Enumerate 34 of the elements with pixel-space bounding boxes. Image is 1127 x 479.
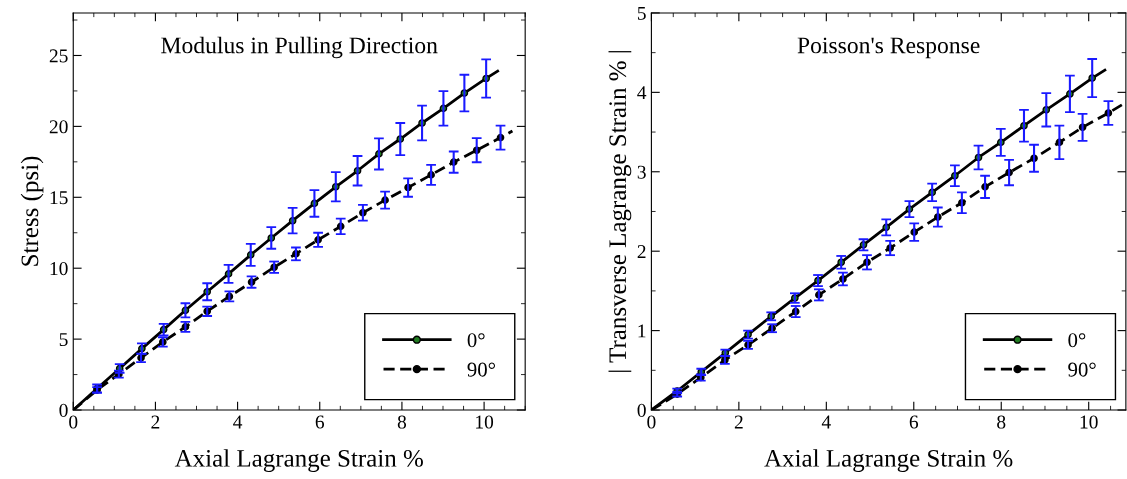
legend-label: 0° xyxy=(1068,333,1086,348)
text: Modulus in Pulling Direction xyxy=(161,36,438,59)
y-tick-label: 4 xyxy=(637,86,647,100)
y-tick-label: 25 xyxy=(49,49,68,63)
x-tick-label: 6 xyxy=(315,415,325,429)
x-tick-label: 2 xyxy=(151,415,160,429)
text: Poisson's Response xyxy=(797,37,980,59)
legend-label: 0° xyxy=(467,333,485,348)
y-axis-title: | Transverse Lagrange Strain % | xyxy=(608,51,632,372)
x-tick-label: 0 xyxy=(647,415,656,429)
x-tick-label: 2 xyxy=(734,415,743,429)
legend-label: 90° xyxy=(1068,362,1096,377)
y-axis-title: Stress (psi) xyxy=(20,156,44,266)
x-axis-title: Axial Lagrange Strain % xyxy=(174,449,423,472)
x-axis-title: Axial Lagrange Strain % xyxy=(764,449,1013,472)
y-tick-label: 5 xyxy=(637,6,646,20)
x-tick-label: 6 xyxy=(909,415,919,429)
x-tick-label: 10 xyxy=(476,415,494,429)
y-tick-label: 1 xyxy=(638,324,646,338)
x-tick-label: 4 xyxy=(233,415,243,429)
x-tick-label: 10 xyxy=(1080,415,1098,429)
y-tick-label: 2 xyxy=(637,245,646,258)
x-tick-label: 8 xyxy=(397,415,407,429)
y-tick-label: 3 xyxy=(637,165,646,179)
x-tick-label: 8 xyxy=(997,415,1006,429)
y-tick-label: 10 xyxy=(50,262,68,276)
y-tick-label: 0 xyxy=(59,403,68,417)
y-tick-label: 20 xyxy=(49,120,68,134)
x-tick-label: 0 xyxy=(69,415,78,429)
y-tick-label: 0 xyxy=(637,403,646,417)
y-tick-label: 15 xyxy=(50,191,68,205)
legend-label: 90° xyxy=(467,362,495,377)
x-tick-label: 4 xyxy=(821,415,831,429)
y-tick-label: 5 xyxy=(59,333,68,347)
